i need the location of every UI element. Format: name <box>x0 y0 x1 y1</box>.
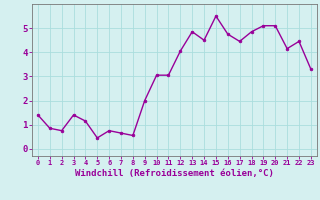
X-axis label: Windchill (Refroidissement éolien,°C): Windchill (Refroidissement éolien,°C) <box>75 169 274 178</box>
